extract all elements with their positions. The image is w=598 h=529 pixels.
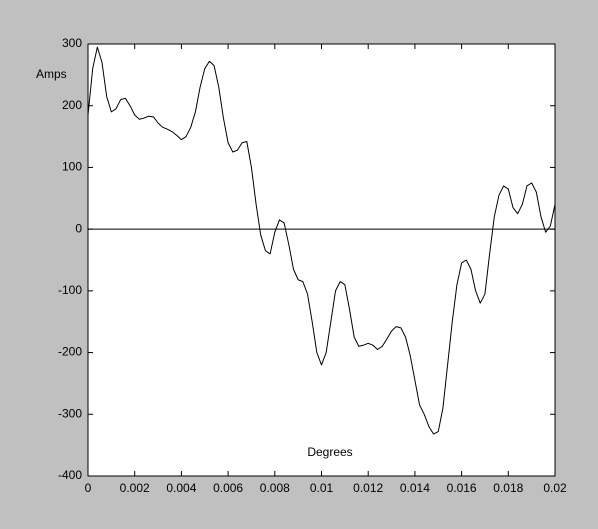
y-tick-label: 100: [62, 160, 82, 174]
x-tick-label: 0.01: [310, 481, 334, 495]
x-tick-label: 0.008: [260, 481, 290, 495]
y-tick-label: -200: [58, 345, 82, 359]
plot-area: [87, 43, 556, 477]
x-tick-label: 0.004: [166, 481, 196, 495]
x-tick-label: 0.006: [213, 481, 243, 495]
y-axis-label: Amps: [36, 67, 67, 81]
y-tick-label: -300: [58, 406, 82, 420]
x-tick-label: 0.016: [447, 481, 477, 495]
x-tick-label: 0.002: [120, 481, 150, 495]
x-tick-label: 0.02: [543, 481, 567, 495]
x-tick-label: 0: [85, 481, 92, 495]
x-axis-label: Degrees: [307, 445, 352, 459]
x-tick-label: 0.012: [353, 481, 383, 495]
y-tick-label: 0: [75, 221, 82, 235]
x-tick-label: 0.014: [400, 481, 430, 495]
y-tick-label: -100: [58, 283, 82, 297]
series-line: [87, 46, 556, 435]
y-tick-label: 300: [62, 36, 82, 50]
y-tick-label: -400: [58, 468, 82, 482]
y-tick-label: 200: [62, 98, 82, 112]
x-tick-label: 0.018: [493, 481, 523, 495]
